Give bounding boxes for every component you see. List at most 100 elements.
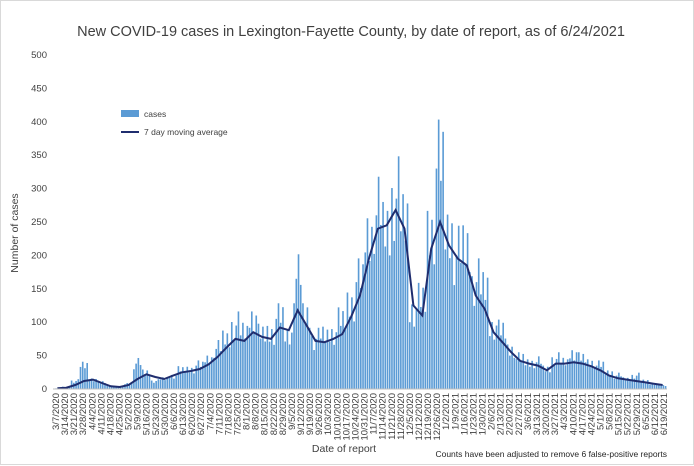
bar — [640, 381, 642, 389]
bar — [255, 315, 258, 389]
bar — [190, 367, 193, 389]
bar — [402, 194, 404, 389]
bar — [555, 358, 558, 389]
x-tick-label: 7/18/2020 — [223, 393, 234, 435]
x-tick-label: 9/19/2020 — [305, 393, 316, 435]
bar — [311, 336, 313, 389]
bar — [70, 380, 73, 389]
bar — [506, 344, 509, 389]
bar — [84, 368, 86, 389]
bar — [660, 385, 662, 389]
bar — [626, 377, 629, 389]
bar — [362, 264, 364, 389]
bar — [331, 329, 333, 389]
bar — [598, 360, 600, 389]
bar — [584, 362, 587, 389]
bar — [391, 188, 393, 389]
bar — [462, 225, 464, 389]
x-tick-label: 7/25/2020 — [233, 393, 244, 435]
legend: cases 7 day moving average — [121, 109, 228, 137]
bar — [529, 366, 531, 389]
bar — [582, 353, 585, 389]
bar — [182, 367, 184, 389]
bar — [386, 210, 389, 389]
bar — [560, 363, 562, 389]
bar — [371, 226, 373, 389]
bar — [451, 223, 453, 389]
x-tick-label: 6/19/2021 — [659, 393, 670, 435]
x-tick-label: 3/13/2021 — [532, 393, 543, 435]
bar — [166, 377, 169, 389]
x-tick-label: 5/15/2021 — [614, 393, 625, 435]
bar — [542, 365, 545, 389]
x-tick-label: 6/13/2020 — [178, 393, 189, 435]
x-tick-label: 4/3/2021 — [559, 393, 570, 430]
bar — [368, 260, 371, 389]
bar — [573, 360, 576, 389]
x-tick-label: 5/30/2020 — [160, 393, 171, 435]
bar — [649, 384, 651, 389]
bar — [146, 370, 149, 389]
bar — [213, 357, 215, 389]
bar — [242, 322, 244, 389]
x-axis: 3/7/20203/14/20203/21/20203/28/20204/4/2… — [51, 393, 670, 441]
x-tick-label: 5/22/2021 — [623, 393, 634, 435]
x-tick-label: 1/2/2021 — [441, 393, 452, 430]
bar — [448, 258, 451, 389]
bar — [339, 325, 342, 389]
bar — [95, 378, 97, 389]
bar — [578, 352, 580, 389]
x-tick-label: 4/10/2021 — [568, 393, 579, 435]
x-tick-label: 12/26/2020 — [432, 393, 443, 441]
x-tick-label: 10/3/2020 — [323, 393, 334, 435]
bar — [575, 352, 578, 389]
y-tick-label: 450 — [31, 83, 47, 94]
bar — [188, 372, 191, 389]
x-tick-label: 1/9/2021 — [450, 393, 461, 430]
bar — [215, 348, 218, 389]
bar — [197, 360, 200, 389]
x-axis-title: Date of report — [312, 443, 376, 455]
bar — [313, 350, 315, 389]
bar — [293, 303, 295, 389]
bar — [355, 282, 358, 389]
x-tick-label: 12/19/2020 — [423, 393, 434, 441]
bar — [199, 366, 202, 389]
bar — [233, 339, 235, 389]
x-tick-label: 5/16/2020 — [142, 393, 153, 435]
bar — [79, 366, 82, 389]
bar — [186, 366, 189, 389]
bar — [299, 284, 302, 389]
x-tick-label: 2/6/2021 — [487, 393, 498, 430]
bar — [400, 231, 402, 389]
bar — [382, 201, 384, 389]
bar — [495, 325, 498, 389]
bar — [469, 272, 471, 389]
bar — [130, 383, 133, 389]
bar — [135, 363, 137, 389]
bar — [464, 264, 467, 389]
bar — [406, 203, 409, 389]
x-tick-label: 4/17/2021 — [577, 393, 588, 435]
bar — [93, 381, 95, 389]
bar — [631, 374, 634, 389]
bar — [297, 254, 300, 389]
bar — [497, 319, 500, 389]
bar — [589, 366, 591, 389]
bar — [513, 357, 516, 389]
bar — [420, 306, 422, 389]
bar — [566, 359, 569, 389]
bar — [493, 339, 496, 389]
bar — [664, 386, 667, 389]
bar — [304, 323, 306, 389]
bar — [344, 329, 347, 389]
bar — [286, 329, 289, 389]
y-tick-label: 50 — [36, 351, 47, 362]
bar — [646, 380, 649, 389]
bar — [422, 287, 424, 389]
legend-swatch-cases — [121, 110, 139, 117]
bar-series — [53, 119, 667, 389]
chart-title: New COVID-19 cases in Lexington-Fayette … — [77, 24, 625, 40]
bar — [546, 366, 549, 389]
